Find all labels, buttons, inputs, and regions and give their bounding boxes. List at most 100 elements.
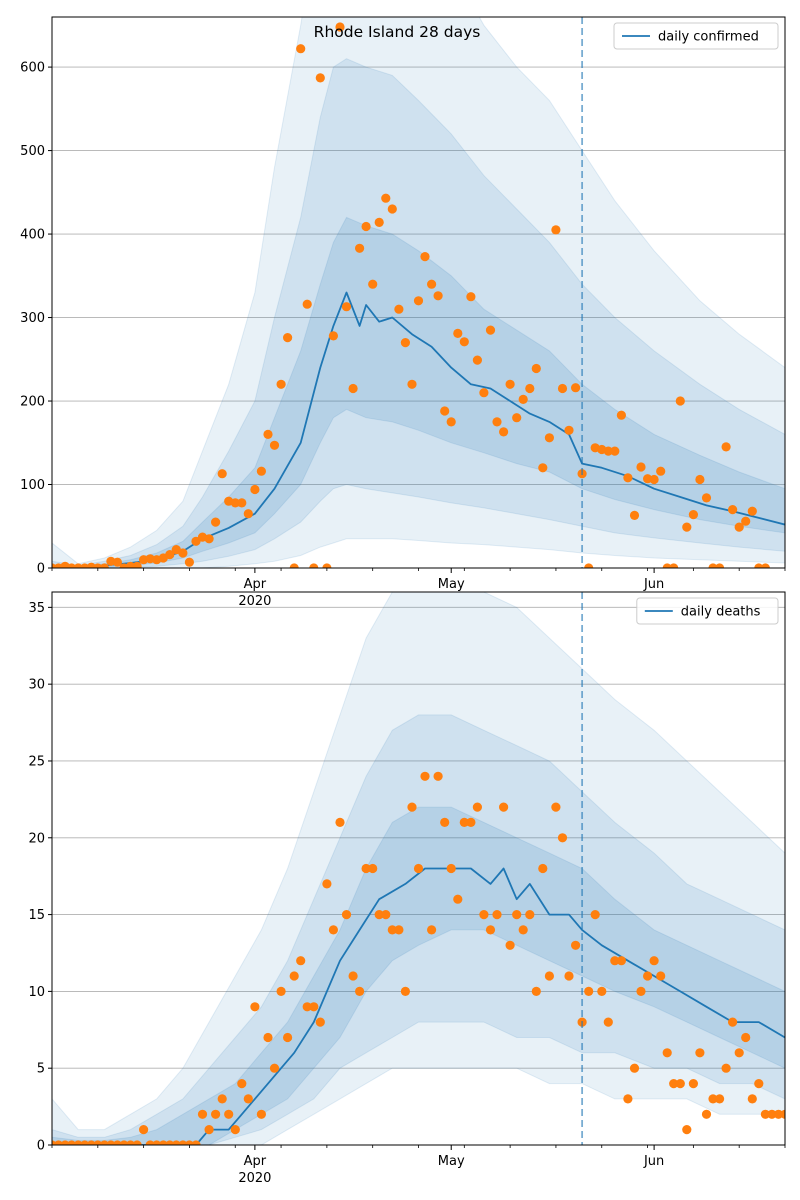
observed-point: [446, 863, 456, 874]
observed-point: [721, 1063, 731, 1073]
observed-point: [289, 971, 299, 981]
observed-point: [184, 557, 194, 567]
observed-point: [505, 940, 515, 950]
observed-point: [728, 1017, 738, 1027]
uncertainty-band-50: [52, 216, 785, 568]
observed-point: [433, 291, 443, 301]
observed-point: [407, 802, 417, 812]
observed-point: [348, 971, 358, 981]
observed-point: [361, 863, 371, 874]
legend: daily confirmed: [613, 22, 779, 50]
x-tick-label: May: [438, 1154, 465, 1169]
observed-point: [387, 925, 397, 935]
observed-point: [616, 956, 627, 966]
observed-point: [407, 379, 417, 389]
observed-point: [427, 925, 437, 935]
observed-point: [289, 563, 299, 568]
observed-point: [649, 474, 659, 485]
observed-point: [603, 1017, 613, 1027]
observed-point: [283, 1032, 293, 1043]
observed-point: [269, 1063, 280, 1073]
observed-point: [165, 550, 175, 560]
x-tick-label: Jun: [643, 1154, 664, 1169]
observed-point: [773, 1109, 784, 1119]
observed-point: [276, 986, 286, 997]
observed-point: [466, 292, 476, 302]
observed-point: [708, 1094, 718, 1104]
observed-point: [472, 355, 482, 365]
observed-point: [459, 337, 469, 347]
observed-point: [715, 563, 725, 568]
observed-point: [315, 1017, 325, 1027]
observed-point: [217, 469, 227, 479]
observed-point: [760, 563, 770, 568]
uncertainty-band-50: [52, 806, 785, 1145]
observed-point: [636, 462, 646, 472]
observed-point: [400, 986, 410, 997]
observed-point: [440, 406, 450, 416]
observed-point: [420, 252, 430, 262]
observed-point: [99, 563, 109, 568]
uncertainty-band-95: [52, 17, 785, 568]
observed-point: [328, 331, 338, 341]
observed-point: [400, 338, 410, 348]
observed-point: [178, 548, 188, 558]
observed-point: [747, 506, 757, 516]
observed-point: [767, 1109, 777, 1119]
observed-point: [531, 986, 541, 997]
observed-point: [322, 563, 332, 568]
observed-point: [211, 1109, 221, 1119]
observed-point: [610, 446, 620, 456]
observed-point: [525, 910, 535, 920]
observed-point: [669, 563, 679, 568]
x-tick-label: Apr: [244, 577, 267, 592]
observed-point: [518, 394, 528, 404]
observed-point: [701, 1109, 712, 1119]
observed-point: [269, 440, 280, 450]
observed-point: [649, 956, 659, 966]
observed-point: [296, 44, 306, 54]
observed-point: [747, 1094, 757, 1104]
observed-point: [571, 383, 581, 393]
observed-point: [204, 534, 214, 544]
observed-point: [629, 1063, 640, 1073]
observed-point: [656, 971, 666, 981]
observed-point: [512, 910, 522, 920]
observed-point: [328, 925, 338, 935]
observed-point: [381, 193, 391, 203]
observed-point: [387, 204, 397, 214]
x-tick-sublabel: 2020: [238, 1171, 271, 1186]
observed-point: [191, 536, 201, 546]
observed-point: [682, 1125, 692, 1135]
observed-point: [623, 1094, 633, 1104]
observed-point: [256, 1109, 266, 1119]
observed-point: [479, 910, 489, 920]
observed-point: [250, 1002, 260, 1012]
observed-point: [499, 427, 509, 437]
observed-point: [571, 940, 581, 950]
y-tick-label: 400: [20, 228, 45, 243]
observed-point: [492, 417, 502, 427]
y-tick-label: 15: [28, 908, 45, 923]
observed-point: [741, 1032, 751, 1043]
observed-point: [643, 971, 653, 981]
observed-point: [309, 563, 319, 568]
observed-point: [584, 986, 594, 997]
y-tick-label: 20: [28, 831, 45, 846]
observed-point: [492, 910, 502, 920]
y-tick-label: 0: [37, 562, 45, 577]
y-tick-label: 0: [37, 1139, 45, 1154]
observed-point: [413, 296, 424, 306]
observed-point: [715, 1094, 725, 1104]
y-tick-label: 200: [20, 395, 45, 410]
observed-point: [610, 956, 620, 966]
observed-point: [315, 73, 325, 83]
observed-point: [728, 505, 738, 515]
observed-point: [250, 484, 260, 495]
observed-point: [420, 771, 430, 781]
observed-point: [701, 493, 712, 503]
observed-point: [512, 413, 522, 423]
observed-point: [302, 1002, 312, 1012]
observed-point: [721, 442, 731, 452]
